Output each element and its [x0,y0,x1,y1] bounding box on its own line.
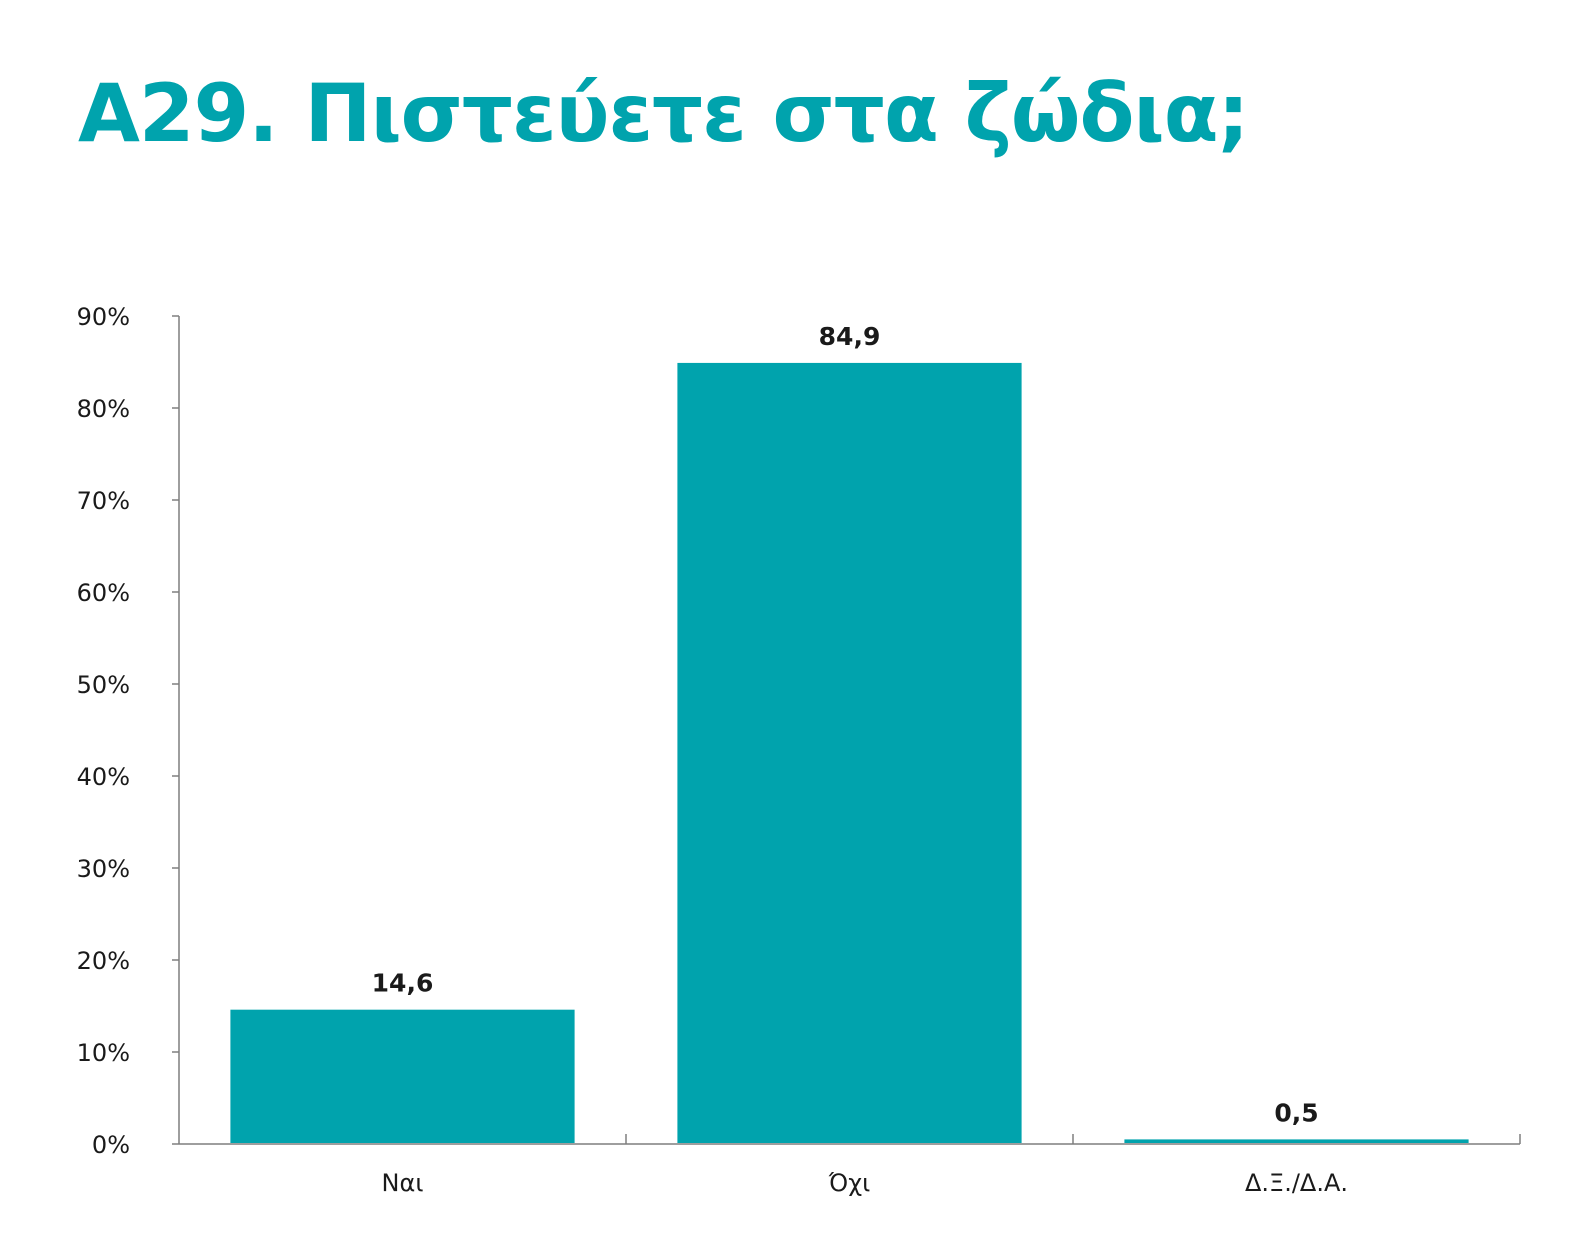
y-tick-label: 70% [77,487,130,515]
x-axis: Ναι Όχι Δ.Ξ./Δ.Α. [179,1134,1521,1197]
y-tick-label: 0% [92,1131,130,1159]
bar [677,362,1022,1143]
y-tick-label: 80% [77,395,130,423]
bars [230,362,1469,1143]
y-tick-label: 50% [77,671,130,699]
x-category-label: Όχι [828,1169,870,1197]
bar [230,1009,575,1143]
y-axis: 0% 10% 20% 30% 40% 50% 60% 70% 80% 90% [77,303,180,1159]
bar [1124,1139,1469,1143]
y-tick-label: 10% [77,1039,130,1067]
y-tick-label: 90% [77,303,130,331]
bar-value-label: 84,9 [819,322,881,351]
x-category-label: Ναι [382,1169,424,1197]
data-labels: 14,6 84,9 0,5 [372,322,1319,1127]
x-category-label: Δ.Ξ./Δ.Α. [1245,1169,1348,1197]
bar-value-label: 0,5 [1274,1098,1318,1127]
chart-title: Α29. Πιστεύετε στα ζώδια; [78,67,1250,160]
y-tick-label: 30% [77,855,130,883]
bar-value-label: 14,6 [372,969,434,998]
y-tick-label: 40% [77,763,130,791]
y-tick-label: 20% [77,947,130,975]
y-tick-label: 60% [77,579,130,607]
